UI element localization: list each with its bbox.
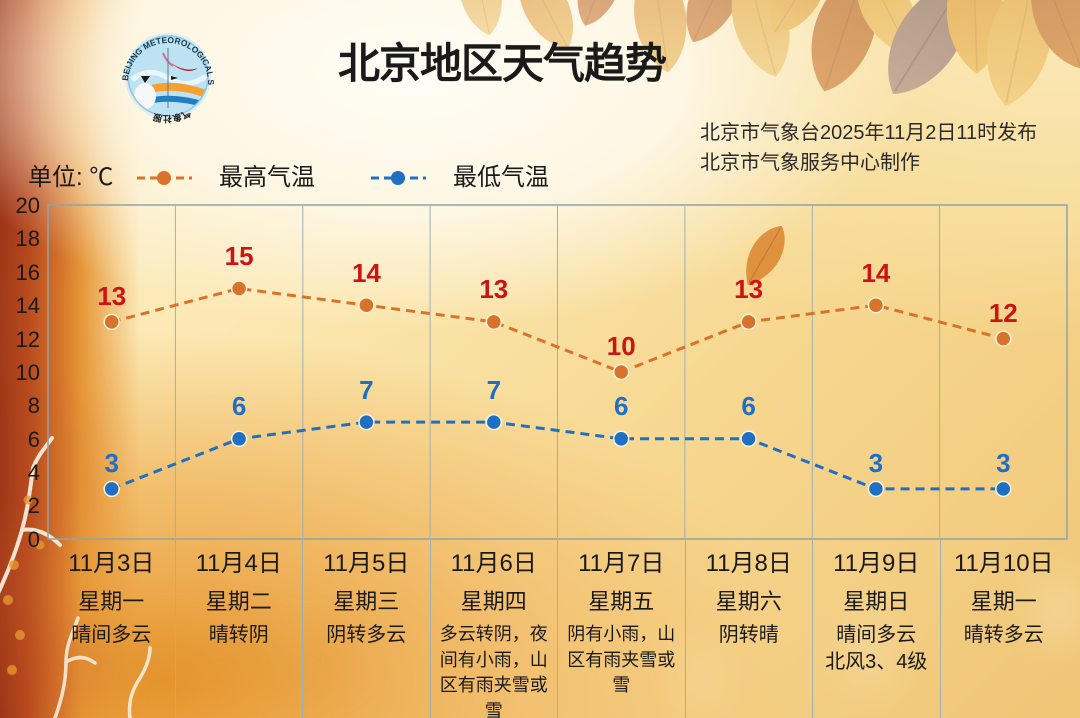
- svg-text:14: 14: [352, 258, 381, 288]
- svg-text:0: 0: [28, 527, 40, 552]
- svg-text:7: 7: [359, 375, 373, 405]
- svg-text:2: 2: [28, 493, 40, 518]
- svg-text:13: 13: [97, 281, 126, 311]
- svg-text:14: 14: [861, 258, 890, 288]
- svg-text:6: 6: [614, 391, 628, 421]
- svg-text:6: 6: [28, 427, 40, 452]
- svg-text:14: 14: [16, 293, 40, 318]
- svg-text:6: 6: [232, 391, 246, 421]
- svg-text:8: 8: [28, 393, 40, 418]
- svg-text:18: 18: [16, 226, 40, 251]
- svg-text:12: 12: [16, 327, 40, 352]
- svg-text:20: 20: [16, 193, 40, 218]
- svg-text:10: 10: [16, 360, 40, 385]
- svg-text:15: 15: [225, 241, 254, 271]
- svg-text:13: 13: [479, 274, 508, 304]
- svg-text:4: 4: [28, 460, 40, 485]
- svg-text:6: 6: [741, 391, 755, 421]
- svg-text:3: 3: [869, 448, 883, 478]
- svg-text:16: 16: [16, 260, 40, 285]
- svg-text:13: 13: [734, 274, 763, 304]
- svg-text:7: 7: [487, 375, 501, 405]
- svg-text:3: 3: [996, 448, 1010, 478]
- svg-text:10: 10: [607, 331, 636, 361]
- svg-text:12: 12: [989, 298, 1018, 328]
- svg-text:3: 3: [104, 448, 118, 478]
